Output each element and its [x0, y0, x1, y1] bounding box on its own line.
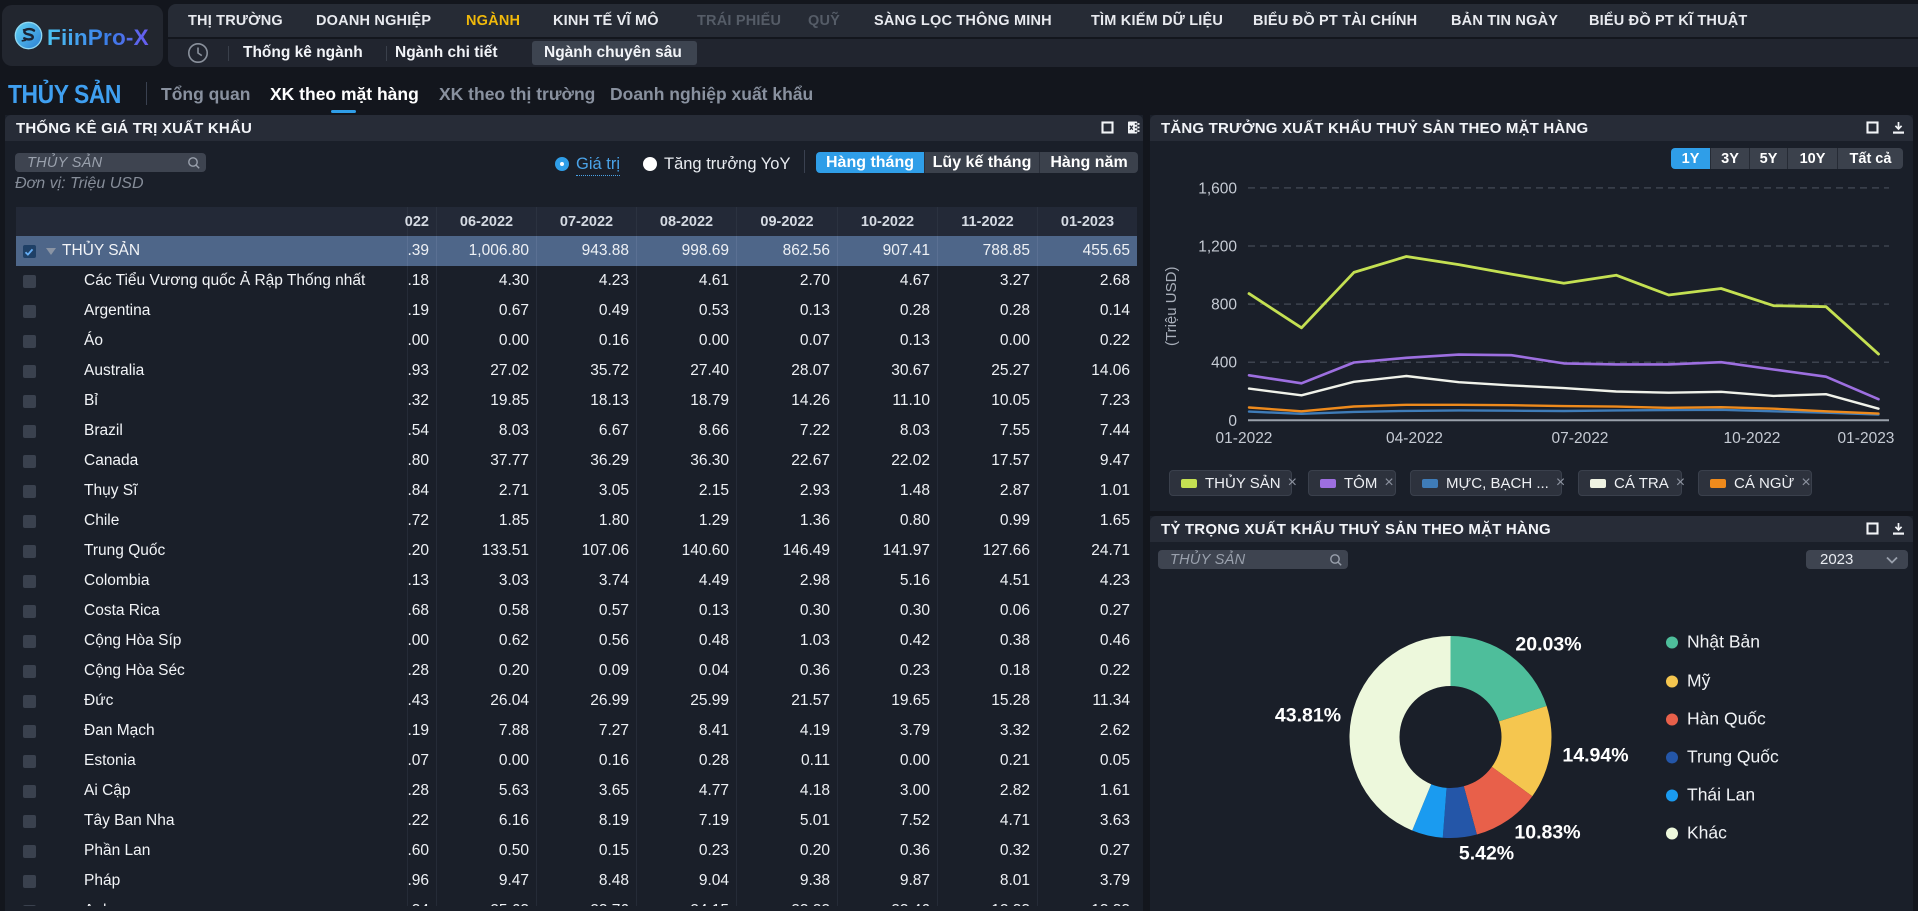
- svg-text:10-2022: 10-2022: [1724, 430, 1781, 447]
- svg-text:07-2022: 07-2022: [1552, 430, 1609, 447]
- svg-text:01-2023: 01-2023: [1838, 430, 1895, 447]
- svg-text:1,600: 1,600: [1198, 180, 1237, 197]
- svg-text:1,200: 1,200: [1198, 239, 1237, 256]
- svg-text:01-2022: 01-2022: [1216, 430, 1273, 447]
- svg-text:04-2022: 04-2022: [1386, 430, 1443, 447]
- svg-text:0: 0: [1228, 413, 1237, 430]
- svg-text:400: 400: [1211, 355, 1237, 372]
- svg-text:800: 800: [1211, 297, 1237, 314]
